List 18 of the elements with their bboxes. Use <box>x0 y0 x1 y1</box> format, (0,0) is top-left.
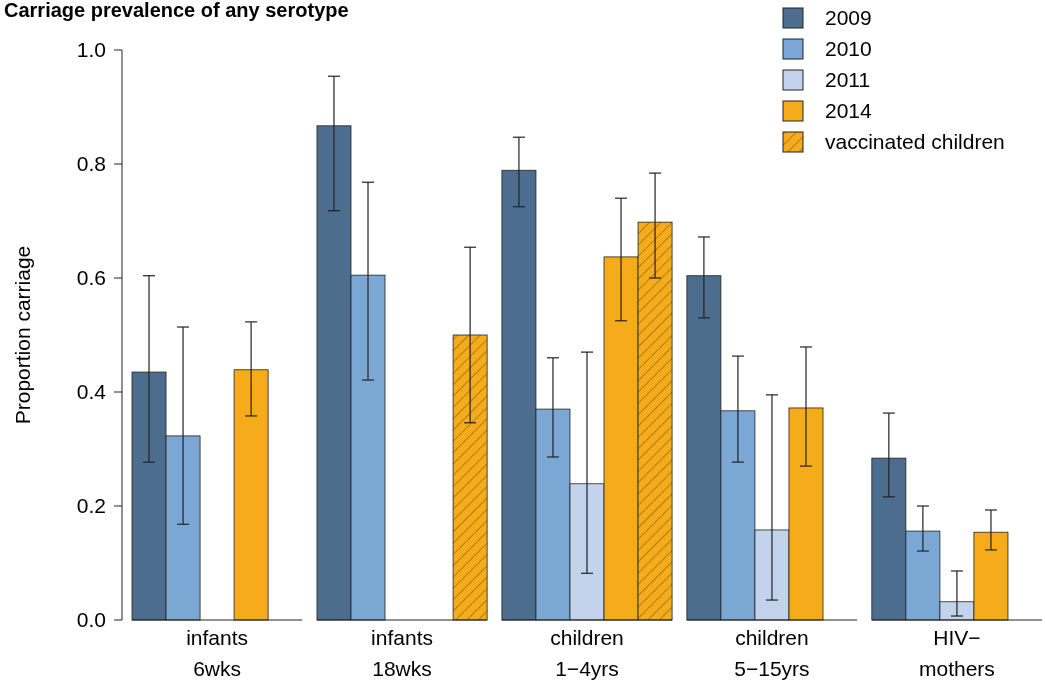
legend-label: 2010 <box>825 37 872 61</box>
x-tick-label: infants 6wks <box>186 626 249 680</box>
y-tick-label: 0.6 <box>76 266 106 290</box>
y-tick-label: 0.0 <box>76 608 106 632</box>
y-tick-label: 0.8 <box>76 152 106 176</box>
y-tick-label: 0.4 <box>76 380 107 404</box>
legend-label: 2011 <box>825 68 871 92</box>
x-tick-label: children 1−4yrs <box>550 626 624 680</box>
legend-label: 2014 <box>825 99 873 123</box>
legend-label: vaccinated children <box>825 130 1005 154</box>
x-tick-label: children 5−15yrs <box>734 626 810 680</box>
y-tick-label: 1.0 <box>76 38 106 62</box>
x-tick-label: HIV− mothers <box>918 626 995 680</box>
x-tick-label: infants 18wks <box>371 626 433 680</box>
chart-title: Carriage prevalence of any serotype <box>4 0 349 21</box>
y-tick-label: 0.2 <box>76 494 106 518</box>
legend-label: 2009 <box>825 6 872 30</box>
y-axis-title: Proportion carriage <box>11 245 34 425</box>
